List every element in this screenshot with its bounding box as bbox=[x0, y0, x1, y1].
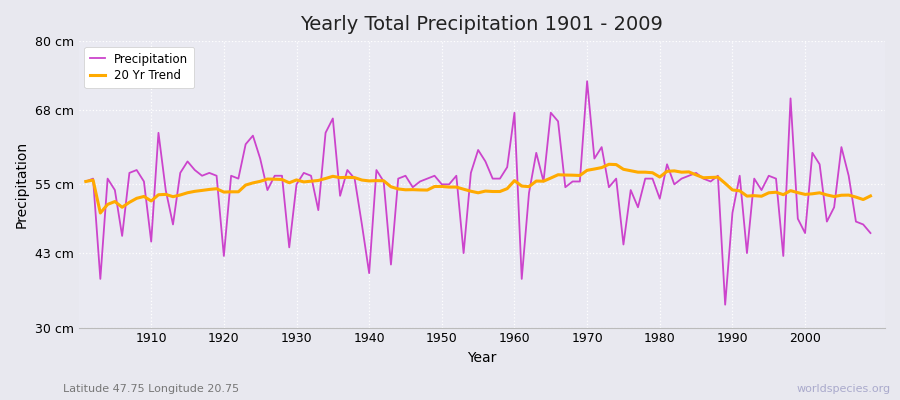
Precipitation bbox=[720, 302, 731, 307]
Precipitation bbox=[299, 170, 310, 175]
Precipitation bbox=[865, 231, 876, 236]
20 Yr Trend bbox=[865, 194, 876, 198]
Precipitation bbox=[342, 168, 353, 172]
Line: 20 Yr Trend: 20 Yr Trend bbox=[86, 164, 870, 213]
20 Yr Trend bbox=[349, 175, 360, 180]
Precipitation bbox=[604, 185, 615, 190]
20 Yr Trend bbox=[94, 210, 105, 215]
Legend: Precipitation, 20 Yr Trend: Precipitation, 20 Yr Trend bbox=[85, 47, 194, 88]
20 Yr Trend bbox=[146, 198, 157, 203]
Text: worldspecies.org: worldspecies.org bbox=[796, 384, 891, 394]
Line: Precipitation: Precipitation bbox=[86, 81, 870, 305]
20 Yr Trend bbox=[604, 162, 615, 167]
Precipitation bbox=[139, 179, 149, 184]
Precipitation bbox=[581, 79, 592, 84]
X-axis label: Year: Year bbox=[467, 351, 497, 365]
Title: Yearly Total Precipitation 1901 - 2009: Yearly Total Precipitation 1901 - 2009 bbox=[301, 15, 663, 34]
20 Yr Trend bbox=[80, 179, 91, 184]
20 Yr Trend bbox=[517, 184, 527, 188]
Precipitation bbox=[502, 165, 513, 170]
20 Yr Trend bbox=[306, 179, 317, 184]
Y-axis label: Precipitation: Precipitation bbox=[15, 141, 29, 228]
Precipitation bbox=[509, 110, 520, 115]
20 Yr Trend bbox=[611, 162, 622, 167]
Precipitation bbox=[80, 179, 91, 184]
20 Yr Trend bbox=[509, 178, 520, 183]
Text: Latitude 47.75 Longitude 20.75: Latitude 47.75 Longitude 20.75 bbox=[63, 384, 239, 394]
